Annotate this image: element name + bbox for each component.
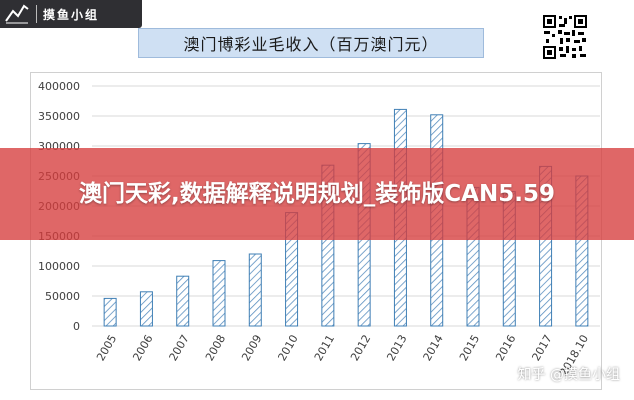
banner-text: 澳门天彩,数据解释说明规划_装饰版CAN5.59 <box>79 181 555 207</box>
y-tick-label: 400000 <box>38 80 80 93</box>
bar-2005 <box>103 297 117 327</box>
bar-2008 <box>212 260 226 327</box>
x-tick-label: 2011 <box>312 333 337 364</box>
x-tick-label: 2007 <box>167 333 192 364</box>
logo-divider <box>36 5 37 23</box>
bar-2006 <box>139 291 153 327</box>
x-tick-label: 2016 <box>493 333 518 364</box>
zigzag-line-icon <box>4 3 30 25</box>
x-tick-label: 2006 <box>130 333 155 364</box>
x-tick-label: 2012 <box>348 333 373 364</box>
x-tick-label: 2013 <box>384 333 409 364</box>
qr-code-icon <box>542 14 588 60</box>
chart-title: 澳门博彩业毛收入（百万澳门元） <box>183 35 439 54</box>
footer-watermark: 知乎 @摸鱼小组 <box>517 367 620 383</box>
y-tick-label: 100000 <box>38 260 80 273</box>
x-tick-label: 2005 <box>94 333 119 364</box>
bar-2009 <box>248 253 262 327</box>
x-tick-label: 2014 <box>421 333 446 364</box>
x-tick-label: 2008 <box>203 333 228 364</box>
x-tick-label: 2010 <box>276 333 301 364</box>
chart-title-box: 澳门博彩业毛收入（百万澳门元） <box>138 28 484 58</box>
y-tick-label: 0 <box>73 320 80 333</box>
y-tick-label: 50000 <box>45 290 80 303</box>
x-tick-label: 2017 <box>530 333 555 364</box>
x-tick-label: 2015 <box>457 333 482 364</box>
x-tick-label: 2009 <box>239 333 264 364</box>
brand-logo: 摸鱼小组 <box>0 0 142 28</box>
bar-2007 <box>176 275 190 327</box>
overlay-banner: 澳门天彩,数据解释说明规划_装饰版CAN5.59 <box>0 148 634 240</box>
y-tick-label: 350000 <box>38 110 80 123</box>
brand-name: 摸鱼小组 <box>43 7 100 22</box>
